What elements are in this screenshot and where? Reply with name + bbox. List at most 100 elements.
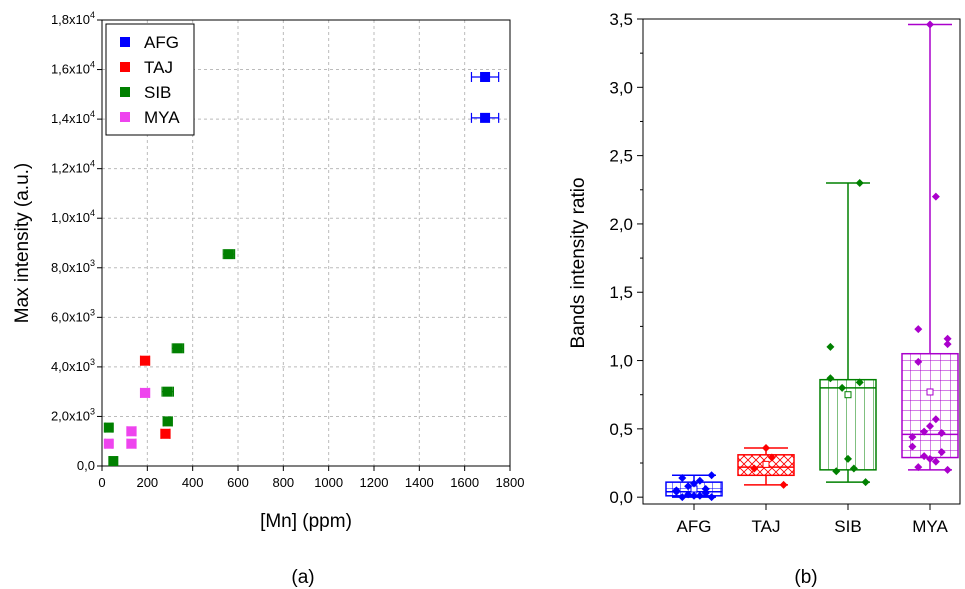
data-point	[678, 474, 687, 483]
legend-marker-mya	[120, 112, 130, 122]
data-point	[826, 342, 835, 351]
legend-marker-sib	[120, 87, 130, 97]
y-tick-label: 1,0x104	[51, 208, 95, 225]
plot-b-frame	[642, 18, 961, 505]
scatter-point-afg	[470, 112, 500, 123]
mean-marker	[926, 388, 934, 396]
panel-a-label: (a)	[291, 567, 314, 588]
x-tick-label: SIB	[834, 517, 861, 536]
x-tick-label: 1000	[314, 475, 343, 490]
data-point	[914, 463, 923, 472]
y-tick-label: 8,0x103	[51, 258, 95, 275]
data-point	[844, 454, 852, 463]
data-point	[750, 464, 759, 473]
data-point	[767, 453, 776, 462]
scatter-point-taj	[160, 428, 171, 439]
scatter-point-sib	[222, 249, 236, 260]
y-tick-label: 2,0	[609, 215, 633, 234]
data-point	[762, 443, 770, 452]
data-point	[908, 433, 917, 442]
data-point	[690, 491, 698, 500]
y-tick-label: 1,6x104	[51, 60, 95, 77]
scatter-point-afg	[470, 71, 500, 82]
scatter-point-sib	[108, 456, 119, 467]
legend-marker-taj	[120, 62, 130, 72]
y-tick-label: 1,5	[609, 283, 633, 302]
y-tick-label: 0,0	[77, 458, 95, 473]
y-tick-label: 6,0x103	[51, 307, 95, 324]
data-point	[926, 422, 934, 431]
data-point	[861, 478, 870, 487]
x-tick-label: MYA	[912, 517, 948, 536]
x-tick-label: TAJ	[752, 517, 781, 536]
data-point	[695, 491, 704, 500]
data-point	[931, 192, 940, 201]
data-point	[826, 374, 835, 383]
y-tick-label: 2,5	[609, 147, 633, 166]
legend-label-afg: AFG	[144, 33, 179, 52]
data-point	[943, 340, 952, 349]
legend-label-sib: SIB	[144, 83, 171, 102]
data-point	[779, 480, 788, 489]
y-tick-label: 2,0x103	[51, 406, 95, 423]
y-tick-label: 3,0	[609, 78, 633, 97]
panel-b-label: (b)	[794, 567, 817, 588]
plot-a-y-axis-label: Max intensity (a.u.)	[12, 163, 33, 324]
plot-b-y-ticks: 0,0 0,5 1,0 1,5 2,0 2,5 3,0 3,5	[609, 10, 643, 507]
data-point	[678, 493, 687, 502]
data-point	[855, 378, 864, 387]
plot-b-x-ticks: AFG TAJ SIB MYA	[677, 504, 948, 536]
y-tick-label: 3,5	[609, 10, 633, 29]
data-point	[908, 442, 917, 451]
mean-marker	[762, 460, 770, 468]
data-point	[849, 464, 858, 473]
y-tick-label: 1,2x104	[51, 159, 95, 176]
x-tick-label: 1200	[360, 475, 389, 490]
x-tick-label: 400	[182, 475, 204, 490]
scatter-point-mya	[139, 387, 151, 398]
box-mya	[901, 20, 959, 474]
scatter-point-sib	[103, 422, 114, 433]
box-sib	[819, 178, 877, 487]
data-point	[855, 178, 864, 187]
data-point	[672, 486, 681, 495]
data-point	[937, 448, 946, 457]
x-tick-label: 1400	[405, 475, 434, 490]
x-tick-label: AFG	[677, 517, 712, 536]
y-tick-label: 4,0x103	[51, 357, 95, 374]
y-tick-label: 0,5	[609, 420, 633, 439]
data-point	[931, 457, 940, 466]
y-tick-label: 1,0	[609, 352, 633, 371]
data-point	[914, 357, 923, 366]
data-point	[920, 427, 929, 436]
data-point	[931, 415, 940, 424]
plot-a-x-ticks: 0 200 400 600 800 1000 1200 1400 1600 1800	[98, 466, 524, 490]
box-taj	[737, 443, 795, 489]
plot-b-boxes	[665, 20, 959, 502]
data-point	[701, 489, 710, 498]
panel-b: 0,0 0,5 1,0 1,5 2,0 2,5 3,0 3,5 AFG TAJ SIB MYA Ba…	[568, 10, 961, 588]
data-point	[920, 452, 929, 461]
data-point	[684, 482, 693, 491]
plot-a-y-ticks: 0,0 2,0x103 4,0x103 6,0x103 8,0x103 1,0x104 1,…	[51, 10, 102, 473]
box-afg	[665, 471, 723, 502]
panel-a: 0 200 400 600 800 1000 1200 1400 1600 1800 0,0 2,0…	[12, 10, 524, 588]
scatter-point-sib	[161, 386, 174, 397]
legend-label-mya: MYA	[144, 108, 180, 127]
data-point	[707, 493, 716, 502]
x-tick-label: 0	[98, 475, 105, 490]
x-tick-label: 1800	[496, 475, 525, 490]
y-tick-label: 0,0	[609, 488, 633, 507]
data-point	[943, 465, 952, 474]
plot-a-x-axis-label: [Mn] (ppm)	[260, 511, 352, 532]
box-body	[901, 352, 959, 459]
plot-a-points	[103, 71, 500, 467]
data-point	[926, 20, 934, 29]
scatter-point-mya	[126, 438, 137, 449]
data-point	[690, 479, 698, 488]
data-point	[943, 334, 952, 343]
y-tick-label: 1,4x104	[51, 109, 95, 126]
plot-a-legend: AFG TAJ SIB MYA	[105, 23, 195, 136]
data-point	[707, 471, 716, 480]
